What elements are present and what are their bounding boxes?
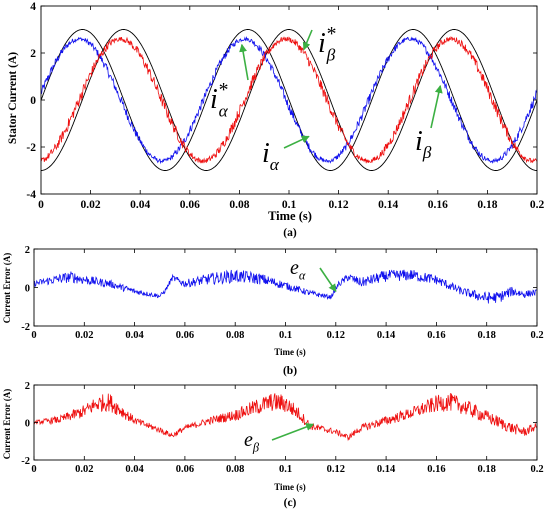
annotation-arrow xyxy=(319,267,337,293)
x-tick-label: 0.06 xyxy=(176,330,194,341)
x-tick-label: 0.14 xyxy=(377,464,396,475)
panel-c-caption: (c) xyxy=(284,497,297,509)
x-tick-label: 0.2 xyxy=(530,464,543,475)
y-tick-label: 2 xyxy=(30,48,36,60)
y-tick-label: 2 xyxy=(25,381,30,392)
panel-b-alpha-error: 0 0.02 0.04 0.06 0.08 0.1 0.12 0.14 0.16 0.18 0.2 -… xyxy=(2,245,544,377)
y-tick-label: -4 xyxy=(26,189,36,201)
x-tick-label: 0 xyxy=(31,330,36,341)
x-tick-label: 0.04 xyxy=(130,199,150,211)
panel-a-plot-area: 0 0.02 0.04 0.06 0.08 0.1 0.12 0.14 0.16 0.18 0.2 -… xyxy=(26,1,544,211)
panel-a-ylabel: Stator Current (A) xyxy=(7,52,19,144)
x-tick-label: 0 xyxy=(31,464,36,475)
y-tick-label: 0 xyxy=(30,95,36,107)
panel-c-xlabel: Time (s) xyxy=(274,482,306,492)
y-tick-label: -2 xyxy=(26,142,36,154)
panel-b-caption: (b) xyxy=(283,365,297,377)
annotation-arrow xyxy=(302,29,313,51)
panel-b-series-group xyxy=(34,269,537,304)
panel-b-ylabel: Current Error (A) xyxy=(2,253,12,323)
x-tick-label: 0.1 xyxy=(282,199,297,211)
x-tick-label: 0.16 xyxy=(427,330,445,341)
panel-c-plot-area: 0 0.02 0.04 0.06 0.08 0.1 0.12 0.14 0.16 0.18 0.2 -… xyxy=(21,381,543,475)
x-tick-label: 0.2 xyxy=(530,199,545,211)
x-tick-label: 0.16 xyxy=(427,464,445,475)
x-tick-label: 0.08 xyxy=(226,330,244,341)
annotation-arrow xyxy=(239,43,249,81)
series-a-1 xyxy=(41,29,537,171)
x-tick-label: 0.2 xyxy=(530,330,543,341)
annotation-arrow xyxy=(430,84,443,129)
series-a-2 xyxy=(41,35,537,165)
panel-b-plot-area: 0 0.02 0.04 0.06 0.08 0.1 0.12 0.14 0.16 0.18 0.2 -… xyxy=(21,245,543,341)
annotation-arrow xyxy=(283,135,310,149)
x-tick-label: 0.12 xyxy=(327,464,345,475)
x-tick-label: 0.02 xyxy=(75,464,93,475)
panel-c-series-group xyxy=(34,393,537,442)
series-a-3 xyxy=(41,36,537,164)
x-tick-label: 0.1 xyxy=(279,464,292,475)
series-c-0 xyxy=(34,393,537,442)
y-tick-label: -2 xyxy=(21,322,30,333)
annotation-i-2: i* β xyxy=(318,24,336,64)
panel-c-ylabel: Current Error (A) xyxy=(2,389,12,459)
x-tick-label: 0.04 xyxy=(125,330,144,341)
x-tick-label: 0.02 xyxy=(81,199,101,211)
x-tick-label: 0.06 xyxy=(180,199,200,211)
x-tick-label: 0.1 xyxy=(279,330,292,341)
annotation-e-1: eα xyxy=(290,257,306,283)
panel-b-xlabel: Time (s) xyxy=(274,347,306,357)
x-tick-label: 0.14 xyxy=(377,330,396,341)
panel-a-xlabel: Time (s) xyxy=(268,209,312,223)
x-tick-label: 0.12 xyxy=(327,330,345,341)
panel-a-caption: (a) xyxy=(283,227,297,239)
annotation-e-1: eβ xyxy=(244,429,260,455)
panel-a-stator-current: 0 0.02 0.04 0.06 0.08 0.1 0.12 0.14 0.16 0.18 0.2 -… xyxy=(7,1,544,239)
y-tick-label: 0 xyxy=(25,284,30,295)
panel-c-beta-error: 0 0.02 0.04 0.06 0.08 0.1 0.12 0.14 0.16 0.18 0.2 -… xyxy=(2,381,544,509)
x-tick-label: 0.08 xyxy=(229,199,249,211)
annotation-i-1: i* α xyxy=(210,80,229,120)
x-tick-label: 0.06 xyxy=(176,464,194,475)
panel-c-axes-box xyxy=(33,384,538,461)
x-tick-label: 0.18 xyxy=(478,330,496,341)
x-tick-label: 0.18 xyxy=(477,199,497,211)
y-tick-label: -2 xyxy=(21,456,30,467)
panel-a-series-group xyxy=(41,29,537,171)
annotation-arrow xyxy=(271,423,315,441)
panel-b-axes-box xyxy=(33,248,538,327)
x-tick-label: 0.12 xyxy=(329,199,349,211)
y-tick-label: 2 xyxy=(25,245,30,256)
x-tick-label: 0.04 xyxy=(125,464,144,475)
x-tick-label: 0.02 xyxy=(75,330,93,341)
y-tick-label: 0 xyxy=(25,419,30,430)
x-tick-label: 0.08 xyxy=(226,464,244,475)
series-a-0 xyxy=(41,29,537,171)
x-tick-label: 0.18 xyxy=(478,464,496,475)
x-tick-label: 0.16 xyxy=(428,199,448,211)
x-tick-label: 0 xyxy=(38,199,44,211)
annotation-i-3: iα xyxy=(262,138,280,174)
x-tick-label: 0.14 xyxy=(378,199,398,211)
y-tick-label: 4 xyxy=(30,1,36,13)
series-b-0 xyxy=(34,269,537,304)
annotation-i-4: iβ xyxy=(415,126,432,162)
